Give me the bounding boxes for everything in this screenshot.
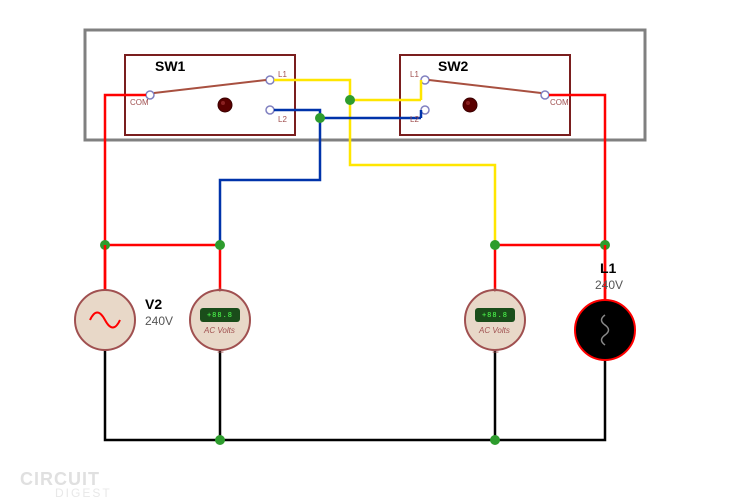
meter-right-plus: + (492, 285, 498, 296)
sw2-com-terminal (541, 91, 549, 99)
wire-yellow-2 (350, 100, 495, 245)
sw2-l1-label: L1 (410, 70, 419, 79)
junction-bottom-right (490, 435, 500, 445)
meter-right-label: AC Volts (479, 326, 510, 335)
junction-bottom-left (215, 435, 225, 445)
meter-right-display: +88.8 (475, 308, 515, 322)
meter-left-display: +88.8 (200, 308, 240, 322)
sw2-box (400, 55, 570, 135)
source-label: V2 (145, 296, 162, 312)
wire-black-bottom (105, 350, 605, 440)
sw1-l1-label: L1 (278, 70, 287, 79)
wire-blue-2 (220, 118, 320, 245)
sw1-l2-label: L2 (278, 115, 287, 124)
sw1-led-highlight (221, 101, 225, 105)
junction-right-meter-top (490, 240, 500, 250)
source-value: 240V (145, 314, 173, 328)
wire-blue-1 (274, 110, 421, 118)
meter-left-plus: + (217, 285, 223, 296)
lamp-label: L1 (600, 260, 616, 276)
junction-left-meter-top (215, 240, 225, 250)
sw1-led (218, 98, 232, 112)
meter-left-label: AC Volts (204, 326, 235, 335)
meter-right-reading: +88.8 (482, 311, 508, 319)
wire-red-left-top (105, 245, 220, 290)
lamp-value: 240V (595, 278, 623, 292)
switch-enclosure (85, 30, 645, 140)
sw1-l1-terminal (266, 76, 274, 84)
wire-red-sw2 (549, 95, 605, 300)
sw2-l2-label: L2 (410, 115, 419, 124)
junction-blue (315, 113, 325, 123)
sw2-com-label: COM (550, 98, 569, 107)
wire-red-right-top (495, 245, 605, 290)
sw2-led (463, 98, 477, 112)
lamp (575, 300, 635, 360)
sw1-throw (154, 80, 266, 93)
sw1-com-label: COM (130, 98, 149, 107)
meter-left-reading: +88.8 (207, 311, 233, 319)
circuit-diagram: + − + − (0, 0, 750, 500)
sw1-l2-terminal (266, 106, 274, 114)
meter-right-minus: − (492, 345, 499, 359)
meter-left-minus: − (217, 345, 224, 359)
sw2-led-highlight (466, 101, 470, 105)
sw1-label: SW1 (155, 58, 185, 74)
junction-yellow (345, 95, 355, 105)
watermark-sub: DIGEST (55, 486, 112, 500)
sw1-box (125, 55, 295, 135)
sw2-label: SW2 (438, 58, 468, 74)
sw2-throw (429, 80, 541, 93)
